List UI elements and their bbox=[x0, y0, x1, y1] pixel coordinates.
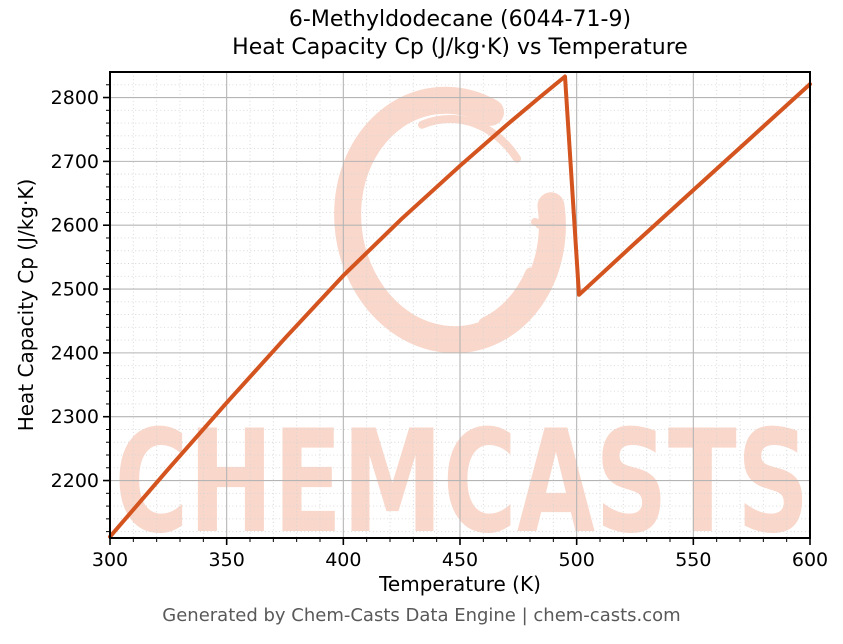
brush-circle-inner-arc-icon bbox=[361, 115, 539, 329]
y-tick-label: 2600 bbox=[51, 215, 99, 237]
y-tick-label: 2800 bbox=[51, 87, 99, 109]
y-axis-label: Heat Capacity Cp (J/kg·K) bbox=[14, 178, 38, 432]
y-tick-label: 2200 bbox=[51, 470, 99, 492]
x-tick-label: 300 bbox=[92, 549, 128, 571]
x-tick-labels: 300 350 400 450 500 550 600 bbox=[92, 549, 828, 571]
y-tick-label: 2700 bbox=[51, 151, 99, 173]
cp-data-line bbox=[108, 74, 812, 539]
footer-credit: Generated by Chem-Casts Data Engine | ch… bbox=[162, 605, 681, 626]
y-tick-label: 2300 bbox=[51, 406, 99, 428]
brush-circle-small-arc-icon bbox=[359, 113, 545, 335]
y-tick-label: 2400 bbox=[51, 342, 99, 364]
chart-title-line2: Heat Capacity Cp (J/kg·K) vs Temperature bbox=[232, 35, 688, 60]
major-gridlines bbox=[110, 72, 810, 538]
y-tick-labels: 2200 2300 2400 2500 2600 2700 2800 bbox=[51, 87, 99, 492]
x-tick-label: 400 bbox=[325, 549, 361, 571]
watermark-text: CHEMCASTS bbox=[115, 400, 810, 565]
x-tick-label: 600 bbox=[792, 549, 828, 571]
chart-title: 6-Methyldodecane (6044-71-9) Heat Capaci… bbox=[110, 6, 810, 62]
chart-title-line1: 6-Methyldodecane (6044-71-9) bbox=[288, 7, 632, 32]
x-tick-label: 350 bbox=[209, 549, 245, 571]
x-tick-label: 550 bbox=[675, 549, 711, 571]
axis-ticks bbox=[103, 84, 811, 545]
y-tick-label: 2500 bbox=[51, 279, 99, 301]
x-axis-label: Temperature (K) bbox=[379, 572, 541, 596]
x-tick-label: 450 bbox=[442, 549, 478, 571]
brush-circle-icon bbox=[334, 86, 566, 354]
x-tick-label: 500 bbox=[559, 549, 595, 571]
